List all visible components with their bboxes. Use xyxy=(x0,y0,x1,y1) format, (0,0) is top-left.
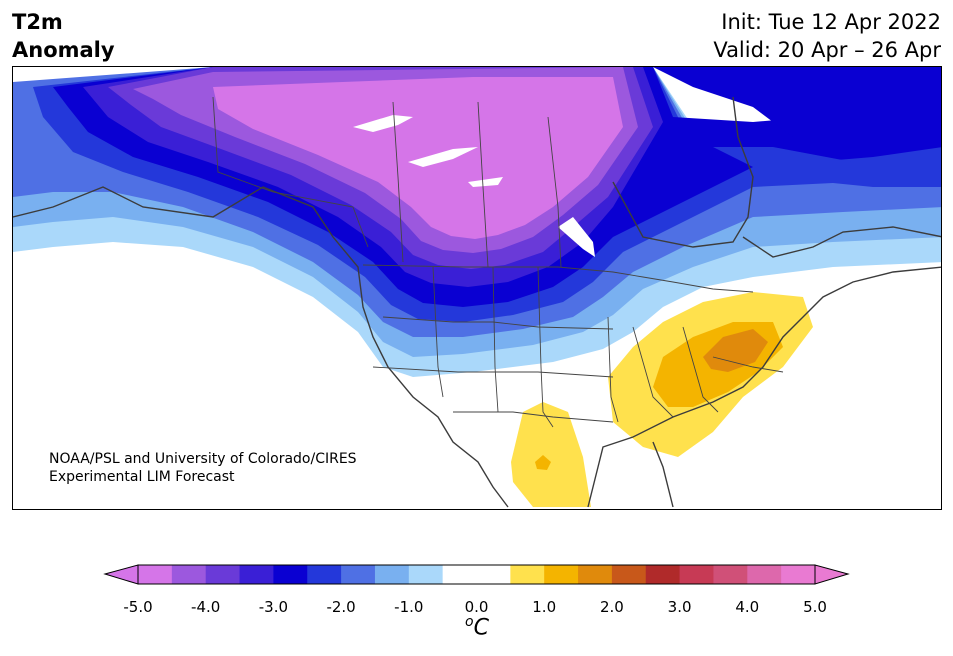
anomaly-map xyxy=(12,66,942,510)
colorbar-tick-label: -3.0 xyxy=(258,598,289,616)
lake xyxy=(353,115,413,132)
unit-base: C xyxy=(473,615,489,641)
colorbar-cell xyxy=(510,565,545,584)
credit-text: NOAA/PSL and University of Colorado/CIRE… xyxy=(49,450,357,486)
init-date: Init: Tue 12 Apr 2022 xyxy=(721,10,941,34)
borders xyxy=(212,96,784,428)
valid-range: Valid: 20 Apr – 26 Apr xyxy=(713,38,941,62)
colorbar-cell xyxy=(273,565,308,584)
colorbar-cell xyxy=(171,565,207,584)
colorbar-cell xyxy=(713,565,748,584)
colorbar-cell xyxy=(476,565,511,584)
lake xyxy=(468,177,503,187)
colorbar-tick-label: 2.0 xyxy=(599,598,624,616)
colorbar-cell xyxy=(408,565,444,584)
colorbar-unit: oC xyxy=(465,614,489,640)
colorbar-outline xyxy=(137,564,816,585)
colorbar-cell xyxy=(341,565,376,584)
colorbar-tick-label: 0.0 xyxy=(464,598,489,616)
colorbar-cell xyxy=(307,565,342,584)
colorbar-extend-low xyxy=(103,564,139,585)
colorbar-tick-label: 1.0 xyxy=(532,598,557,616)
warm-southwest xyxy=(511,402,591,507)
credit-line-1: NOAA/PSL and University of Colorado/CIRE… xyxy=(49,451,357,467)
colorbar-tick-label: -4.0 xyxy=(191,598,221,616)
cold-core xyxy=(213,77,623,239)
colorbar-cell xyxy=(611,565,647,584)
colorbar-extend-high xyxy=(814,564,850,585)
colorbar-tick-label: -1.0 xyxy=(394,598,424,616)
cold-northeast xyxy=(653,67,941,147)
unit-superscript: o xyxy=(465,614,474,630)
colorbar-cell xyxy=(781,565,816,584)
colorbar-cell xyxy=(578,565,613,584)
map-title: T2m Anomaly xyxy=(12,8,115,64)
map-canvas xyxy=(13,67,941,508)
colorbar-cells xyxy=(138,565,816,584)
colorbar-tick-label: 5.0 xyxy=(803,598,827,616)
colorbar-cell xyxy=(239,565,274,584)
colorbar-tick-label: 3.0 xyxy=(667,598,692,616)
coastlines xyxy=(13,96,941,508)
colorbar-cell xyxy=(679,565,714,584)
colorbar-tick-label: -2.0 xyxy=(326,598,356,616)
title-line-1: T2m xyxy=(12,10,63,34)
colorbar-cell xyxy=(747,565,782,584)
warm-southwest-core xyxy=(535,455,551,470)
colorbar xyxy=(103,564,850,585)
date-info: Init: Tue 12 Apr 2022 Valid: 20 Apr – 26… xyxy=(713,8,941,64)
colorbar-tick-label: -5.0 xyxy=(123,598,153,616)
title-line-2: Anomaly xyxy=(12,38,115,62)
colorbar-cell xyxy=(544,565,579,584)
lake xyxy=(558,217,595,257)
colorbar-cell xyxy=(205,565,241,584)
warm-band-3 xyxy=(703,329,768,372)
colorbar-cell xyxy=(442,565,477,584)
colorbar-cell xyxy=(374,565,410,584)
colorbar-cell xyxy=(138,565,173,584)
cold-northeast-2 xyxy=(713,147,941,187)
credit-line-2: Experimental LIM Forecast xyxy=(49,469,235,485)
lake xyxy=(408,147,478,167)
colorbar-cell xyxy=(645,565,681,584)
colorbar-tick-label: 4.0 xyxy=(735,598,760,616)
